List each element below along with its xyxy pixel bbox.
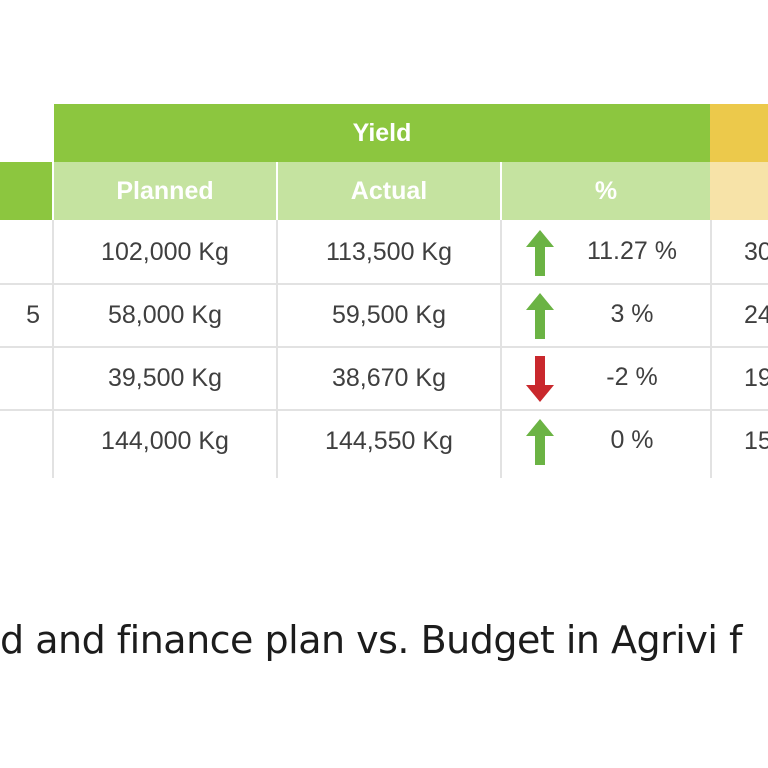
actual-cell: 113,500 Kg (325, 238, 453, 266)
row-divider (0, 346, 768, 348)
next-group-subheader-partial (710, 162, 768, 220)
yield-group-header: Yield (54, 104, 710, 162)
planned-cell: 102,000 Kg (101, 238, 229, 266)
row-divider (0, 409, 768, 411)
planned-cell: 39,500 Kg (108, 364, 222, 392)
right-partial-cell: 15 (744, 427, 768, 455)
planned-cell: 58,000 Kg (108, 301, 222, 329)
percent-cell: 0 % (610, 425, 654, 454)
left-partial-cell (0, 348, 52, 409)
right-partial-cell: 19 (744, 364, 768, 392)
column-divider (276, 220, 278, 478)
up-arrow-icon (526, 293, 554, 339)
percent-cell: 11.27 % (587, 236, 677, 265)
actual-column-header: Actual (278, 162, 500, 220)
next-group-header-partial (710, 104, 768, 162)
left-partial-cell (0, 411, 52, 472)
actual-cell: 144,550 Kg (325, 427, 453, 455)
percent-cell: 3 % (610, 299, 654, 328)
figure-caption: d and finance plan vs. Budget in Agrivi … (0, 618, 742, 662)
up-arrow-icon (526, 230, 554, 276)
right-partial-cell: 24 (744, 301, 768, 329)
actual-cell: 38,670 Kg (332, 364, 446, 392)
down-arrow-icon (526, 356, 554, 402)
column-divider (52, 220, 54, 478)
actual-cell: 59,500 Kg (332, 301, 446, 329)
column-divider (710, 220, 712, 478)
percent-cell: -2 % (606, 362, 658, 391)
planned-column-header: Planned (54, 162, 276, 220)
left-group-subheader-partial (0, 162, 52, 220)
left-partial-cell (0, 222, 52, 283)
percent-column-header: % (502, 162, 710, 220)
left-partial-cell: 5 (26, 301, 40, 329)
row-divider (0, 283, 768, 285)
planned-cell: 144,000 Kg (101, 427, 229, 455)
column-divider (500, 220, 502, 478)
up-arrow-icon (526, 419, 554, 465)
right-partial-cell: 30 (744, 238, 768, 266)
